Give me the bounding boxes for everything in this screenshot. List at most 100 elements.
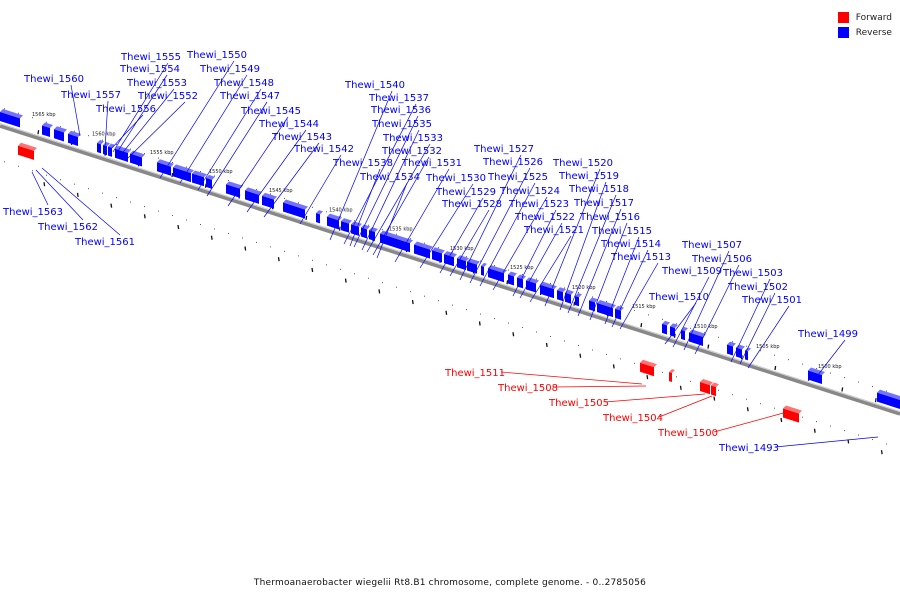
gene-block [481,265,484,276]
scale-label: 1515 kbp [632,304,656,310]
tick-mark [746,407,749,412]
tick-mark [37,130,40,135]
gene-block-top [68,130,81,137]
guide-dot [172,162,173,164]
gene-block [432,250,442,263]
gene-block [173,167,191,183]
gene-block-top [526,277,539,284]
guide-dot [88,188,89,190]
gene-label-reverse: Thewi_1506 [691,254,752,265]
label-leader-line [366,143,431,253]
guide-dot [158,157,159,159]
guide-dot [858,381,859,383]
guide-dot [452,251,453,253]
gene-label-reverse: Thewi_1557 [60,90,121,101]
gene-label-reverse: Thewi_1556 [95,104,156,115]
gene-label-forward-upper: Thewi_1561 [74,237,135,248]
gene-block [517,277,523,289]
gene-block [640,362,654,377]
gene-block [68,133,78,146]
tick-mark [76,192,79,197]
gene-label-reverse: Thewi_1522 [514,212,575,223]
gene-block [369,230,375,241]
gene-label-reverse: Thewi_1536 [370,105,431,116]
gene-label-reverse: Thewi_1560 [23,74,84,85]
gene-block [565,292,571,304]
guide-dot [18,112,19,114]
scale-label: 1540 kbp [329,207,353,213]
gene-block [808,370,822,385]
gene-block [157,162,171,176]
guide-dot [46,121,47,123]
guide-dot [844,430,845,432]
gene-block [341,221,349,233]
guide-dot [830,372,831,374]
gene-label-forward-upper: Thewi_1563 [2,207,63,218]
guide-dot [494,318,495,320]
gene-block [488,268,504,283]
gene-block [42,125,50,137]
label-leader-line [713,411,788,433]
label-leader-line [774,436,879,448]
guide-dot [466,256,467,258]
guide-dot [326,264,327,266]
gene-block-top [481,262,487,267]
gene-block-top [783,405,802,414]
tick-mark [478,321,481,326]
gene-block [745,350,748,361]
guide-dot [326,211,327,213]
legend-reverse: Reverse [837,25,892,40]
scale-label: 1550 kbp [209,169,233,175]
tick-mark [506,280,509,285]
legend-forward: Forward [837,10,892,25]
gene-label-reverse: Thewi_1517 [573,198,634,209]
tick-mark [338,226,341,231]
gene-block-top [727,341,736,347]
gene-block [540,284,554,299]
gene-block [508,274,514,286]
gene-block-top [108,143,115,148]
gene-block-top [597,300,616,309]
chromosome-backbone [0,124,900,416]
gene-block [597,303,613,318]
gene-block-top [662,320,670,326]
gene-label-reverse: Thewi_1521 [523,225,584,236]
guide-dot [620,358,621,360]
guide-dot [550,336,551,337]
chromosome-backbone-highlight [0,123,900,412]
tick-mark [646,375,649,380]
guide-dot [340,268,341,270]
label-leader-line [299,154,342,225]
tick-mark [780,417,783,423]
gene-block-top [589,297,598,303]
guide-dot [690,380,691,382]
guide-dot [270,193,271,195]
guide-dot [60,126,61,128]
scale-label: 1560 kbp [92,131,116,137]
label-leader-line [329,90,393,241]
gene-block [589,300,595,312]
gene-block-top [736,344,745,350]
guide-dot [312,206,313,208]
gene-label-reverse: Thewi_1535 [371,119,432,130]
gene-block [130,153,142,167]
guide-dot [312,259,313,261]
guide-dot [662,318,663,320]
guide-dot [494,265,495,267]
gene-block-top [192,170,207,178]
label-leader-line [664,302,697,345]
gene-block-top [380,230,413,244]
gene-block-top [42,122,53,128]
guide-dot [4,108,5,110]
label-leader-line [112,62,169,153]
gene-block [0,112,20,128]
guide-dot [396,286,397,288]
guide-dot [284,197,285,199]
gene-block [108,146,112,157]
gene-block [669,372,672,383]
label-leader-line [31,171,49,206]
gene-label-reverse: Thewi_1538 [332,158,393,169]
label-leader-line [70,84,81,137]
gene-block [262,195,274,209]
guide-dot [830,425,831,427]
